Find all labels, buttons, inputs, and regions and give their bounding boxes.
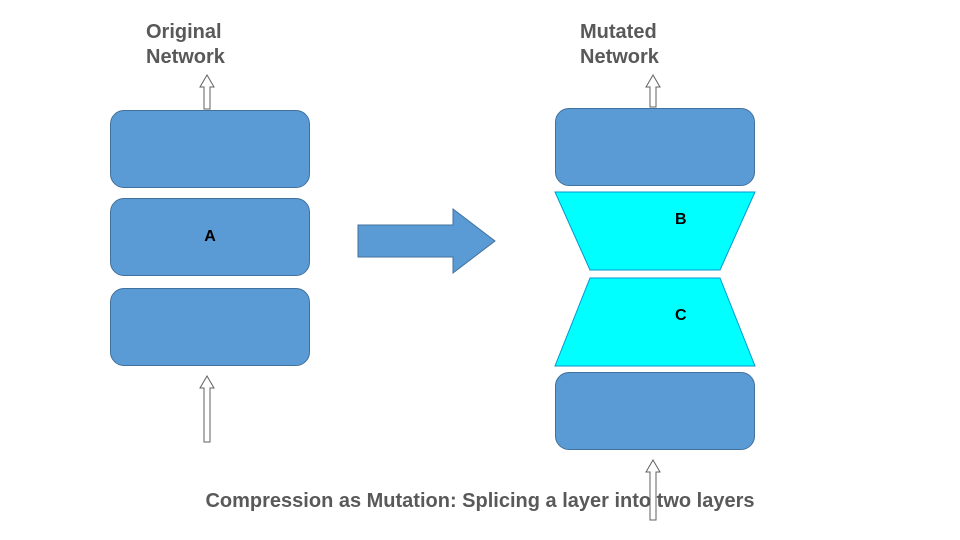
arrow-up-left-bottom (200, 376, 214, 442)
label-a: A (204, 228, 216, 246)
title-original: Original Network (146, 20, 225, 70)
diagram-caption: Compression as Mutation: Splicing a laye… (160, 490, 800, 513)
arrow-up-right-top (646, 75, 660, 107)
left-block-top (110, 110, 310, 188)
left-block-a: A (110, 198, 310, 276)
arrow-transform (358, 209, 495, 273)
left-block-bottom (110, 288, 310, 366)
right-block-bottom (555, 372, 755, 450)
label-c: C (675, 307, 687, 324)
trapezoid-c: C (555, 278, 755, 366)
right-block-top (555, 108, 755, 186)
label-b: B (675, 211, 687, 228)
trapezoid-b: B (555, 192, 755, 270)
arrow-up-left-top (200, 75, 214, 109)
title-mutated: Mutated Network (580, 20, 659, 70)
diagram-canvas: Original Network Mutated Network A B C (0, 0, 960, 540)
